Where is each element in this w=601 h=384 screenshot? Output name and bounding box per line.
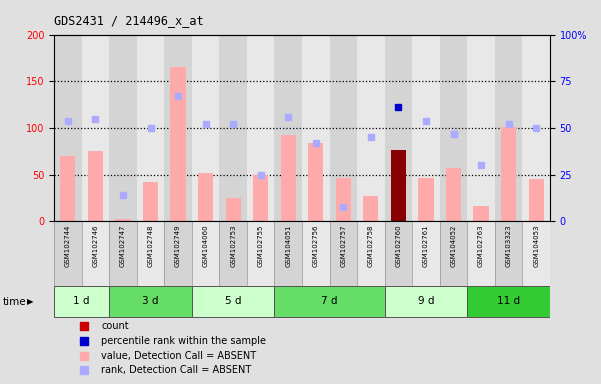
Bar <box>219 35 247 222</box>
Text: 11 d: 11 d <box>497 296 520 306</box>
Bar <box>440 35 468 222</box>
Bar <box>501 127 516 222</box>
Bar <box>418 179 433 222</box>
Bar <box>137 222 164 286</box>
Bar <box>474 205 489 222</box>
Text: GSM103323: GSM103323 <box>505 225 511 267</box>
Bar <box>391 151 406 222</box>
Text: 3 d: 3 d <box>142 296 159 306</box>
Bar <box>528 179 544 222</box>
Text: GSM102748: GSM102748 <box>147 225 153 267</box>
Bar <box>164 222 192 286</box>
Text: GSM104060: GSM104060 <box>203 225 209 267</box>
Text: GSM102746: GSM102746 <box>93 225 99 267</box>
Text: GSM102763: GSM102763 <box>478 225 484 267</box>
Bar <box>302 35 329 222</box>
Text: 5 d: 5 d <box>225 296 242 306</box>
Bar <box>109 222 137 286</box>
Bar <box>329 222 357 286</box>
Text: GSM102758: GSM102758 <box>368 225 374 267</box>
Text: ▶: ▶ <box>27 297 34 306</box>
Bar <box>54 35 82 222</box>
Text: percentile rank within the sample: percentile rank within the sample <box>101 336 266 346</box>
Bar <box>302 222 329 286</box>
Bar <box>247 35 275 222</box>
Bar <box>495 222 522 286</box>
Bar <box>522 222 550 286</box>
Text: value, Detection Call = ABSENT: value, Detection Call = ABSENT <box>101 351 256 361</box>
Bar <box>82 35 109 222</box>
Bar <box>385 35 412 222</box>
Bar <box>385 222 412 286</box>
Text: GSM102744: GSM102744 <box>65 225 71 267</box>
Bar <box>412 35 440 222</box>
Bar <box>247 222 275 286</box>
Bar <box>357 222 385 286</box>
Bar <box>446 168 461 222</box>
Bar <box>198 173 213 222</box>
Bar <box>275 35 302 222</box>
Bar <box>281 134 296 222</box>
Bar <box>192 286 275 317</box>
Text: GSM102753: GSM102753 <box>230 225 236 267</box>
Bar <box>357 35 385 222</box>
Text: GSM104052: GSM104052 <box>451 225 457 267</box>
Bar <box>54 222 82 286</box>
Bar <box>412 222 440 286</box>
Text: GSM102756: GSM102756 <box>313 225 319 267</box>
Text: 1 d: 1 d <box>73 296 90 306</box>
Text: rank, Detection Call = ABSENT: rank, Detection Call = ABSENT <box>101 366 251 376</box>
Text: GSM104053: GSM104053 <box>533 225 539 267</box>
Bar <box>164 35 192 222</box>
Bar <box>82 222 109 286</box>
Text: time: time <box>3 296 26 306</box>
Bar <box>308 143 323 222</box>
Bar <box>468 286 550 317</box>
Bar <box>143 182 158 222</box>
Text: GDS2431 / 214496_x_at: GDS2431 / 214496_x_at <box>54 14 204 27</box>
Text: count: count <box>101 321 129 331</box>
Bar <box>468 35 495 222</box>
Bar <box>275 222 302 286</box>
Bar <box>109 286 192 317</box>
Bar <box>171 67 186 222</box>
Bar <box>468 222 495 286</box>
Bar <box>275 286 385 317</box>
Bar <box>109 35 137 222</box>
Text: 9 d: 9 d <box>418 296 434 306</box>
Bar <box>88 151 103 222</box>
Bar <box>225 198 241 222</box>
Bar <box>253 175 268 222</box>
Bar <box>219 222 247 286</box>
Bar <box>522 35 550 222</box>
Bar <box>329 35 357 222</box>
Bar <box>363 196 379 222</box>
Bar <box>192 35 219 222</box>
Text: 7 d: 7 d <box>322 296 338 306</box>
Bar <box>60 156 76 222</box>
Bar <box>192 222 219 286</box>
Text: GSM102747: GSM102747 <box>120 225 126 267</box>
Text: GSM102749: GSM102749 <box>175 225 181 267</box>
Text: GSM102761: GSM102761 <box>423 225 429 267</box>
Bar <box>495 35 522 222</box>
Bar <box>54 286 109 317</box>
Text: GSM102760: GSM102760 <box>395 225 401 267</box>
Bar <box>115 218 130 222</box>
Bar <box>137 35 164 222</box>
Bar <box>440 222 468 286</box>
Text: GSM104051: GSM104051 <box>285 225 291 267</box>
Text: GSM102755: GSM102755 <box>258 225 264 267</box>
Bar <box>336 179 351 222</box>
Text: GSM102757: GSM102757 <box>340 225 346 267</box>
Bar <box>385 286 468 317</box>
